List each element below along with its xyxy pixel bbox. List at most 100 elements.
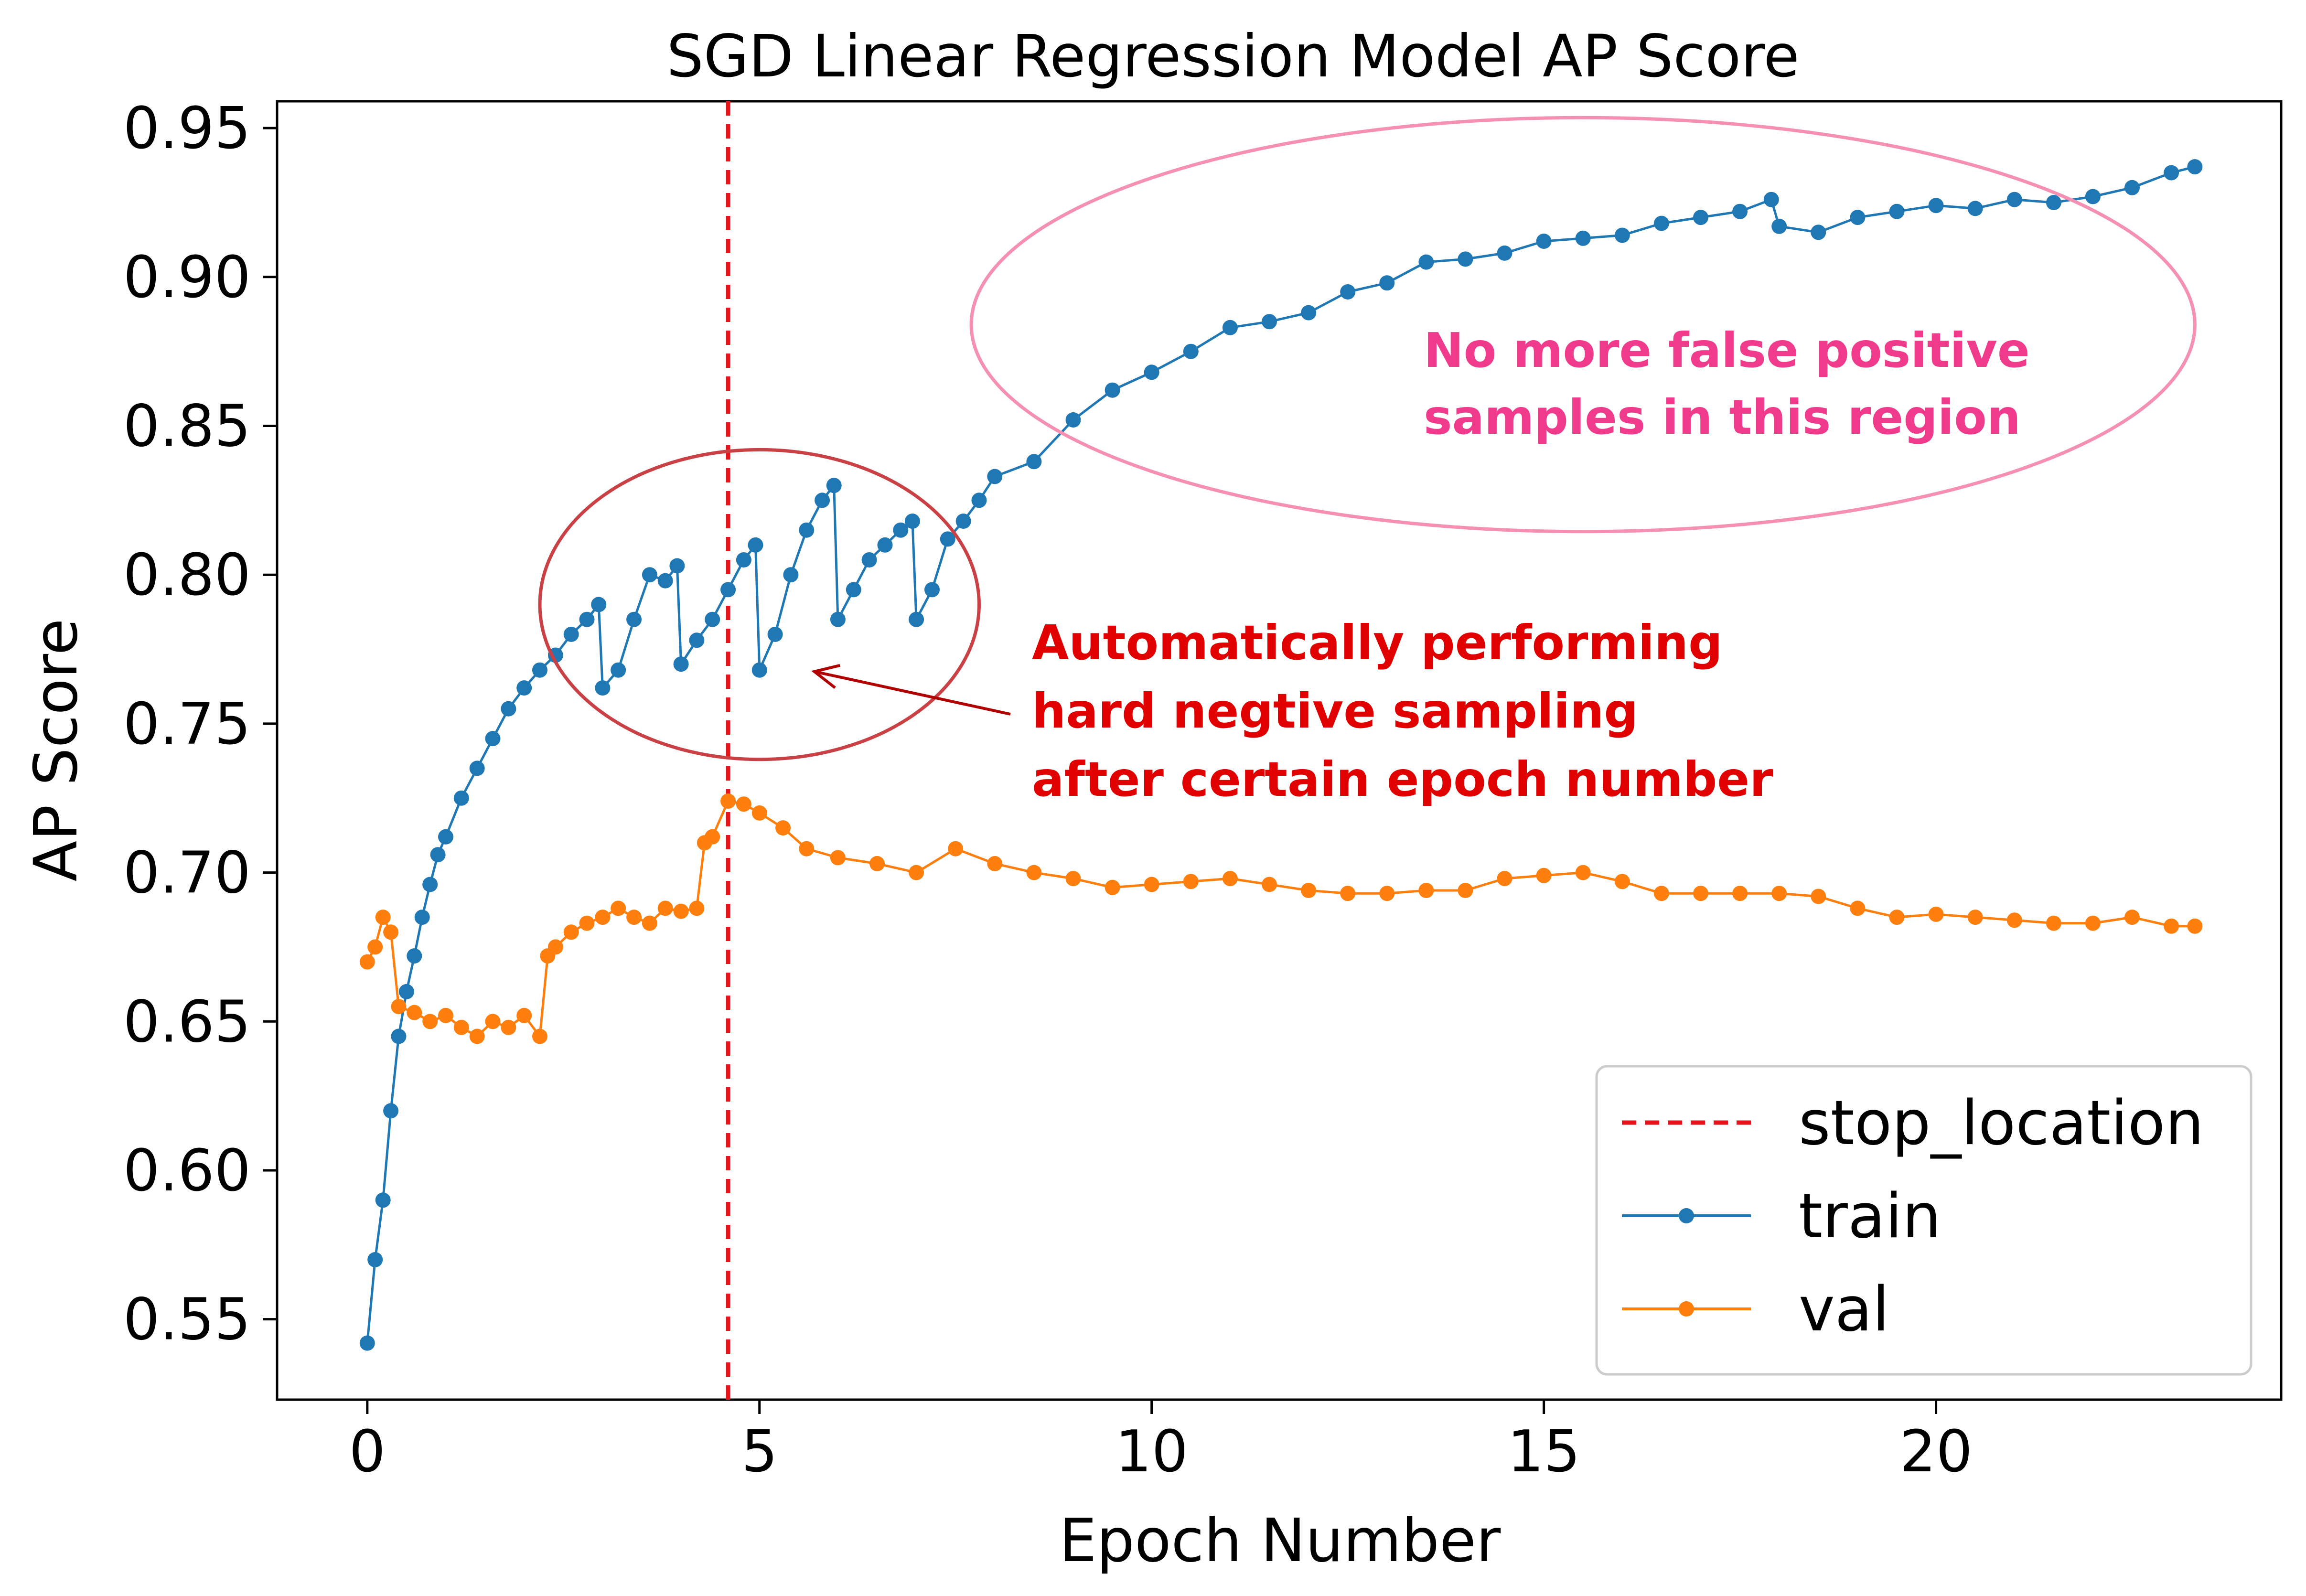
data-point-val	[1575, 865, 1591, 880]
data-point-train	[748, 537, 763, 553]
data-point-val	[1693, 886, 1708, 901]
data-point-val	[2164, 918, 2179, 934]
data-point-train	[642, 567, 657, 583]
data-point-val	[1222, 871, 1238, 887]
data-point-val	[948, 841, 964, 857]
y-tick-label: 0.90	[123, 245, 251, 311]
data-point-train	[2164, 165, 2179, 181]
data-point-val	[1771, 886, 1787, 901]
data-point-train	[1065, 412, 1081, 428]
data-point-val	[720, 793, 736, 809]
data-point-train	[657, 573, 673, 589]
data-point-val	[673, 903, 689, 919]
data-point-train	[987, 469, 1003, 484]
x-tick-label: 20	[1899, 1419, 1973, 1485]
data-point-train	[904, 514, 920, 529]
series-train	[359, 159, 2203, 1351]
data-point-val	[375, 910, 391, 925]
y-tick-label: 0.70	[123, 840, 251, 907]
data-point-train	[1850, 210, 1866, 225]
y-axis: 0.55 0.60 0.65 0.70 0.75 0.80 0.85 0.90 0.95	[123, 96, 277, 1353]
highlight-ellipse-hard-negative	[538, 448, 981, 761]
data-point-train	[767, 626, 783, 642]
data-point-train	[751, 662, 767, 678]
annotation-arrow	[814, 670, 1011, 716]
x-axis-title: Epoch Number	[1059, 1506, 1501, 1575]
data-point-train	[391, 1028, 407, 1044]
data-point-train	[1928, 198, 1944, 214]
data-point-val	[485, 1014, 501, 1029]
data-point-train	[611, 662, 626, 678]
data-point-train	[1732, 204, 1748, 219]
data-point-val	[1458, 883, 1473, 898]
data-point-train	[367, 1252, 383, 1267]
data-point-train	[591, 597, 607, 612]
data-point-val	[1144, 877, 1159, 892]
data-point-train	[501, 701, 516, 717]
data-point-train	[815, 493, 830, 508]
data-point-val	[657, 900, 673, 916]
data-point-train	[1458, 251, 1473, 267]
data-point-train	[485, 731, 501, 747]
data-point-train	[2006, 192, 2022, 207]
data-point-val	[1850, 900, 1866, 916]
data-point-val	[1418, 883, 1434, 898]
data-point-train	[532, 662, 547, 678]
data-point-train	[1614, 227, 1630, 243]
data-point-train	[359, 1335, 375, 1351]
plot-area: 0 5 10 15 20 0.55 0.60 0.65 0.70 0.75 0.80 0.85 0.9…	[123, 96, 2283, 1485]
data-point-train	[689, 632, 705, 648]
data-point-train	[1144, 364, 1159, 380]
data-point-val	[909, 865, 924, 880]
data-point-train	[2046, 195, 2061, 210]
data-point-train	[1763, 192, 1779, 207]
data-point-train	[909, 611, 924, 627]
data-point-train	[955, 514, 971, 529]
data-point-train	[438, 829, 453, 845]
y-axis-title: AP Score	[21, 619, 91, 882]
y-tick-label: 0.75	[123, 691, 251, 758]
data-point-val	[1340, 886, 1356, 901]
data-point-train	[720, 582, 736, 598]
annotation-hard-negative-line-3: after certain epoch number	[1032, 751, 1773, 807]
data-point-val	[830, 850, 846, 866]
legend-label-train: train	[1799, 1181, 1941, 1252]
y-tick-label: 0.85	[123, 394, 251, 460]
data-point-train	[924, 582, 940, 598]
data-point-train	[1183, 343, 1199, 359]
data-point-train	[595, 680, 611, 696]
y-tick-label: 0.55	[123, 1287, 251, 1353]
data-point-train	[2085, 189, 2101, 204]
legend-box	[1595, 1065, 2252, 1376]
data-point-val	[1301, 883, 1317, 898]
data-point-train	[2187, 159, 2203, 175]
data-point-val	[1536, 868, 1552, 883]
series-layer	[359, 159, 2203, 1351]
data-point-train	[563, 626, 579, 642]
data-point-val	[1379, 886, 1395, 901]
data-point-val	[689, 900, 705, 916]
data-point-train	[383, 1103, 399, 1119]
data-point-val	[359, 954, 375, 970]
data-point-train	[414, 910, 430, 925]
annotation-hard-negative-line-1: Automatically performing	[1032, 615, 1723, 671]
data-point-train	[398, 984, 414, 999]
data-point-train	[861, 552, 877, 568]
data-point-val	[611, 900, 626, 916]
y-tick-label: 0.95	[123, 96, 251, 162]
legend-label-val: val	[1799, 1274, 1889, 1345]
data-point-val	[367, 939, 383, 955]
data-point-val	[579, 915, 595, 931]
data-point-train	[783, 567, 799, 583]
data-point-train	[799, 522, 815, 538]
data-point-val	[1732, 886, 1748, 901]
data-point-train	[940, 531, 955, 547]
data-point-val	[799, 841, 815, 857]
data-point-train	[1379, 275, 1395, 291]
chart-title: SGD Linear Regression Model AP Score	[666, 22, 1799, 90]
data-point-train	[971, 493, 987, 508]
annotation-hard-negative-line-2: hard negtive sampling	[1032, 683, 1638, 739]
data-point-val	[532, 1028, 547, 1044]
data-point-train	[1222, 320, 1238, 335]
data-point-train	[375, 1192, 391, 1208]
